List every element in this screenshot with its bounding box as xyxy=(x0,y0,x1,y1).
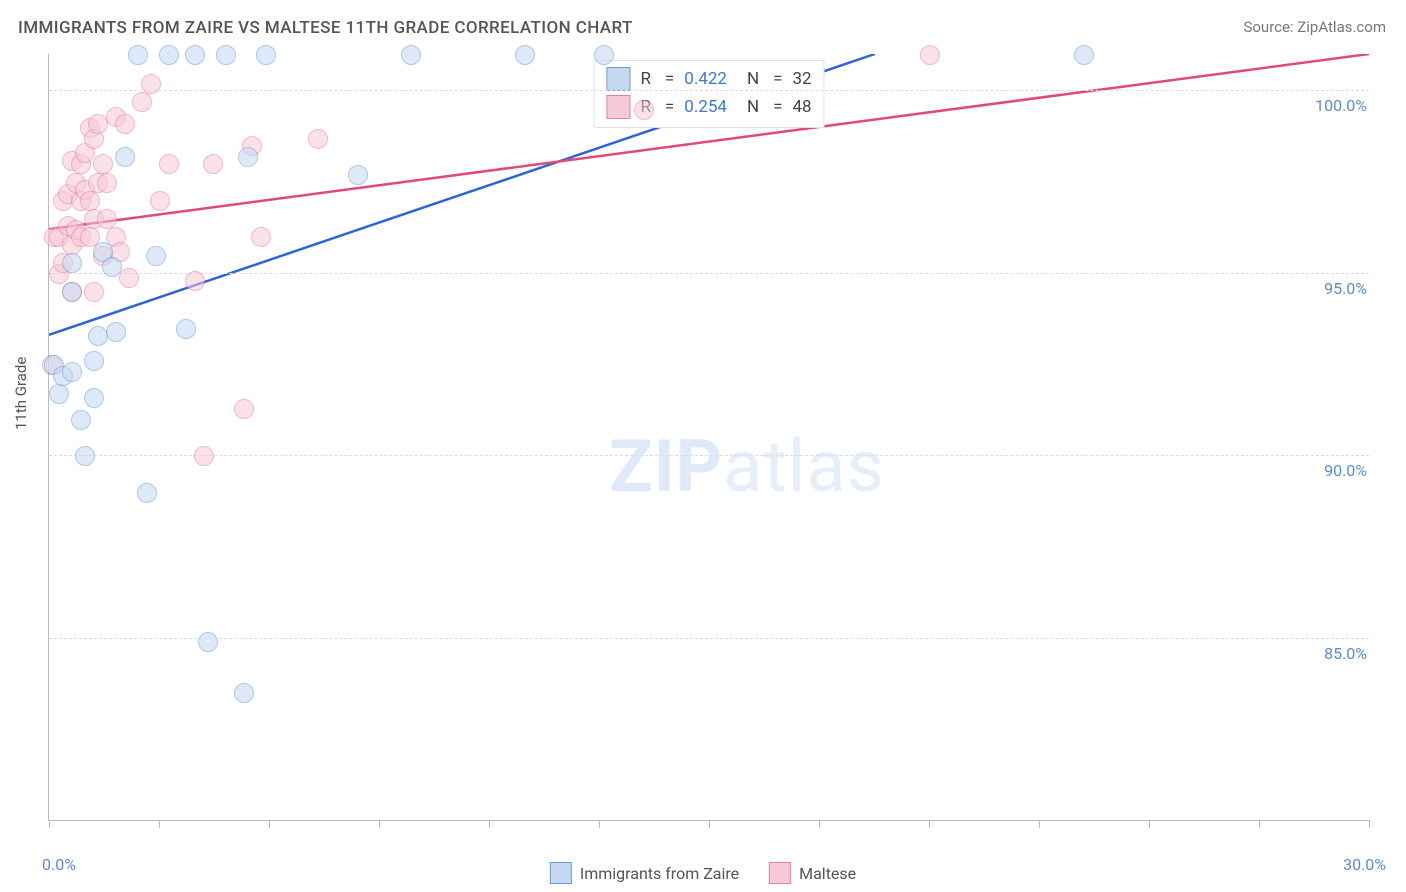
y-tick-label: 85.0% xyxy=(1297,644,1367,663)
data-point xyxy=(515,45,535,65)
x-tick xyxy=(929,820,930,828)
data-point xyxy=(216,45,236,65)
data-point xyxy=(159,45,179,65)
data-point xyxy=(93,154,113,174)
swatch-zaire-icon xyxy=(550,862,572,884)
data-point xyxy=(115,147,135,167)
data-point xyxy=(194,446,214,466)
data-point xyxy=(256,45,276,65)
gridline xyxy=(49,455,1369,456)
data-point xyxy=(137,483,157,503)
data-point xyxy=(80,191,100,211)
data-point xyxy=(348,165,368,185)
data-point xyxy=(62,282,82,302)
chart-title: IMMIGRANTS FROM ZAIRE VS MALTESE 11TH GR… xyxy=(18,18,633,38)
y-tick-label: 100.0% xyxy=(1297,96,1367,115)
data-point xyxy=(150,191,170,211)
data-point xyxy=(49,384,69,404)
data-point xyxy=(238,147,258,167)
bottom-legend: Immigrants from Zaire Maltese xyxy=(550,862,856,884)
data-point xyxy=(920,45,940,65)
data-point xyxy=(1074,45,1094,65)
legend-item-zaire: Immigrants from Zaire xyxy=(550,862,739,884)
x-tick xyxy=(159,820,160,828)
stats-legend: R = 0.422 N = 32 R = 0.254 N = 48 xyxy=(593,60,824,128)
data-point xyxy=(146,246,166,266)
x-tick xyxy=(269,820,270,828)
data-point xyxy=(115,114,135,134)
x-tick xyxy=(1369,820,1370,828)
x-tick xyxy=(49,820,50,828)
data-point xyxy=(234,399,254,419)
data-point xyxy=(62,253,82,273)
data-point xyxy=(198,632,218,652)
data-point xyxy=(75,446,95,466)
data-point xyxy=(128,45,148,65)
data-point xyxy=(132,92,152,112)
data-point xyxy=(251,227,271,247)
swatch-zaire xyxy=(606,67,630,91)
trend-lines xyxy=(49,54,1369,820)
data-point xyxy=(234,683,254,703)
data-point xyxy=(203,154,223,174)
y-tick-label: 95.0% xyxy=(1297,279,1367,298)
data-point xyxy=(185,45,205,65)
x-tick xyxy=(1149,820,1150,828)
data-point xyxy=(634,100,654,120)
data-point xyxy=(102,257,122,277)
data-point xyxy=(62,362,82,382)
data-point xyxy=(84,388,104,408)
watermark: ZIPatlas xyxy=(609,424,885,509)
source-label: Source: ZipAtlas.com xyxy=(1243,18,1386,36)
y-tick-label: 90.0% xyxy=(1297,461,1367,480)
data-point xyxy=(84,282,104,302)
gridline xyxy=(49,638,1369,639)
swatch-maltese-icon xyxy=(769,862,791,884)
gridline xyxy=(49,273,1369,274)
x-tick xyxy=(709,820,710,828)
gridline xyxy=(49,90,1369,91)
chart-container: IMMIGRANTS FROM ZAIRE VS MALTESE 11TH GR… xyxy=(0,0,1406,892)
x-axis-max-label: 30.0% xyxy=(1343,855,1386,874)
x-tick xyxy=(1039,820,1040,828)
y-axis-label: 11th Grade xyxy=(12,357,30,430)
data-point xyxy=(176,319,196,339)
data-point xyxy=(159,154,179,174)
data-point xyxy=(308,129,328,149)
x-axis-min-label: 0.0% xyxy=(42,855,76,874)
data-point xyxy=(97,173,117,193)
plot-area: ZIPatlas R = 0.422 N = 32 R = 0.254 N = … xyxy=(48,54,1369,821)
x-tick xyxy=(379,820,380,828)
data-point xyxy=(71,410,91,430)
x-tick xyxy=(599,820,600,828)
x-tick xyxy=(489,820,490,828)
data-point xyxy=(97,209,117,229)
data-point xyxy=(106,322,126,342)
swatch-maltese xyxy=(606,95,630,119)
x-tick xyxy=(819,820,820,828)
data-point xyxy=(185,271,205,291)
data-point xyxy=(401,45,421,65)
data-point xyxy=(84,351,104,371)
x-tick xyxy=(1259,820,1260,828)
stats-row-zaire: R = 0.422 N = 32 xyxy=(606,65,811,93)
data-point xyxy=(119,268,139,288)
legend-item-maltese: Maltese xyxy=(769,862,856,884)
